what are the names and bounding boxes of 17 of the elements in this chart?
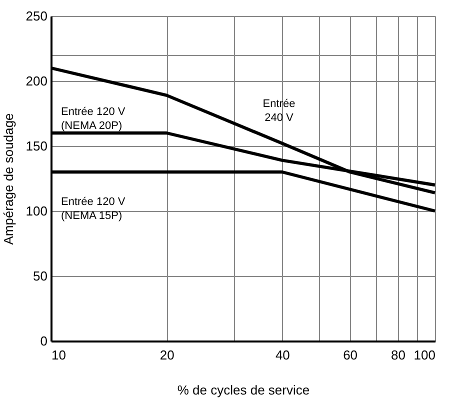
annotation: Entrée 120 V (NEMA 15P) (61, 196, 126, 222)
y-tick-label: 200 (26, 74, 48, 88)
annotation: Entrée 240 V (262, 98, 296, 124)
x-tick-label: 20 (160, 348, 174, 362)
y-tick-label: 50 (33, 268, 48, 284)
x-tick-label: 80 (391, 348, 406, 362)
annotation: Entrée 120 V (NEMA 20P) (61, 106, 126, 132)
y-tick-label: 250 (26, 8, 48, 24)
y-tick-label: 0 (40, 334, 48, 348)
x-tick-label: 40 (275, 348, 290, 362)
y-tick-label: 100 (26, 204, 48, 218)
y-axis-title: Ampérage de soudage (0, 113, 16, 245)
y-tick-label: 150 (26, 138, 48, 154)
x-tick-label: 100 (414, 348, 436, 362)
x-tick-label: 10 (52, 348, 66, 362)
x-axis-title: % de cycles de service (177, 382, 310, 398)
x-tick-label: 60 (343, 348, 358, 362)
